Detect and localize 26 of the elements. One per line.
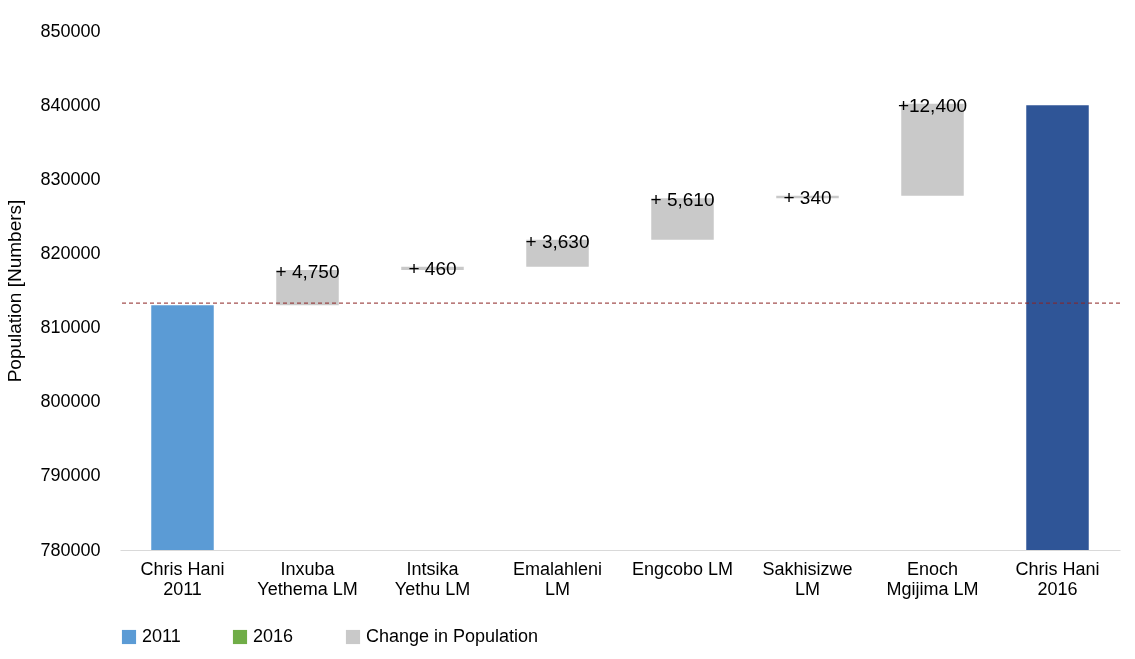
y-tick-label: 790000: [40, 465, 101, 486]
y-tick-label: 780000: [40, 539, 101, 560]
data-label: + 4,750: [275, 261, 340, 283]
x-tick-label: Chris Hani 2011: [140, 558, 225, 599]
legend-label: Change in Population: [366, 626, 539, 646]
x-tick-label: Sakhisizwe LM: [762, 558, 853, 599]
y-axis-title: Population [Numbers]: [4, 199, 26, 383]
legend-label: 2016: [253, 626, 294, 646]
data-label: + 460: [408, 257, 457, 279]
data-label: + 5,610: [650, 189, 715, 211]
x-tick-label: Emalahleni LM: [512, 558, 603, 599]
y-tick-label: 830000: [40, 168, 101, 189]
x-tick-label: Chris Hani 2016: [1015, 558, 1100, 599]
y-tick-label: 820000: [40, 242, 101, 263]
data-label: +12,400: [897, 94, 968, 116]
x-tick-label: Engcobo LM: [631, 558, 734, 579]
y-tick-label: 810000: [40, 317, 101, 338]
data-label: + 3,630: [525, 230, 590, 252]
x-tick-label: Enoch Mgijima LM: [886, 558, 979, 599]
y-tick-label: 850000: [40, 20, 101, 41]
data-label: + 340: [783, 186, 832, 208]
x-tick-label: Inxuba Yethema LM: [257, 558, 358, 599]
y-tick-label: 800000: [40, 391, 101, 412]
x-tick-label: Intsika Yethu LM: [394, 558, 471, 599]
y-tick-label: 840000: [40, 94, 101, 115]
legend-label: 2011: [142, 626, 181, 646]
